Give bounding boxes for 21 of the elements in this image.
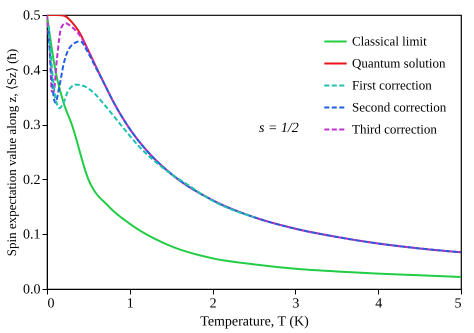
y-tick-label: 0.5	[23, 8, 40, 24]
y-tick-label: 0.1	[23, 228, 40, 243]
annotation: s = 1/2	[259, 121, 299, 136]
legend-label: Classical limit	[352, 34, 428, 48]
line-series	[48, 24, 255, 218]
x-tick-label: 3	[292, 296, 300, 312]
x-tick-label: 5	[454, 296, 462, 312]
x-axis-title: Temperature, T (K)	[200, 314, 310, 330]
x-tick-label: 1	[126, 296, 134, 312]
y-tick-label: 0.0	[23, 282, 40, 298]
x-tick-label: 4	[375, 296, 382, 312]
x-tick-label: 2	[210, 296, 217, 312]
y-tick-label: 0.3	[23, 118, 40, 134]
legend-label: Third correction	[352, 122, 438, 136]
legend-label: Second correction	[352, 100, 447, 114]
legend-label: First correction	[352, 78, 432, 92]
y-axis-title: Spin expectation value along z, ⟨Sz⟩ (ħ)	[4, 48, 19, 256]
legend-label: Quantum solution	[352, 56, 446, 70]
y-tick-label: 0.4	[23, 63, 40, 78]
y-tick-label: 0.2	[23, 172, 40, 188]
x-tick-label: 0	[48, 296, 54, 312]
